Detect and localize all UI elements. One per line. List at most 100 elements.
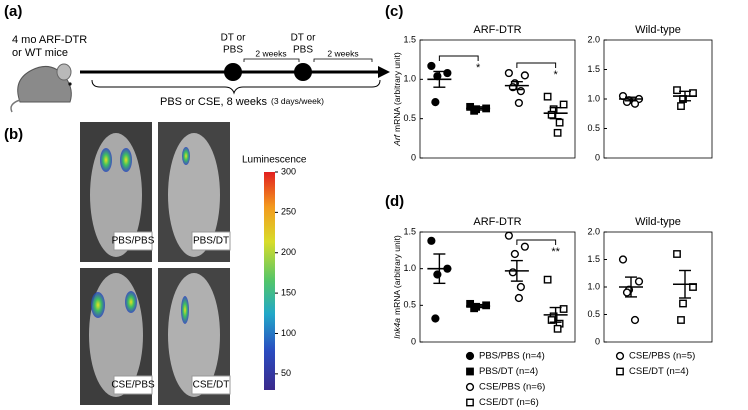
data-point xyxy=(470,106,479,115)
chart-title: Wild-type xyxy=(635,24,681,36)
exposure-text: PBS or CSE, 8 weeks xyxy=(160,96,267,108)
data-point xyxy=(508,268,517,277)
data-point xyxy=(520,71,529,80)
significance-bracket xyxy=(516,62,557,69)
data-point xyxy=(547,316,556,324)
colorbar-tick-label: 200 xyxy=(281,247,296,257)
y-tick-label: 0.5 xyxy=(587,123,600,133)
chart-title: Wild-type xyxy=(635,216,681,228)
data-point xyxy=(510,249,519,259)
data-point xyxy=(673,250,681,258)
colorbar-tick-label: 300 xyxy=(281,166,296,176)
data-point xyxy=(431,314,440,323)
panel-label: (b) xyxy=(4,126,23,143)
y-tick-label: 2.0 xyxy=(587,226,600,236)
y-tick-label: 0.5 xyxy=(403,300,416,310)
legend-label: CSE/DT (n=6) xyxy=(479,397,539,408)
injection-label: DT or xyxy=(291,33,316,44)
y-tick-label: 2.0 xyxy=(587,34,600,44)
data-point xyxy=(677,102,685,110)
injection-dot xyxy=(224,63,242,81)
data-point xyxy=(634,277,644,286)
injection-label: PBS xyxy=(223,45,243,56)
injection-label: DT or xyxy=(221,33,246,44)
significance-bracket xyxy=(438,55,479,61)
schedule-text: (3 days/week) xyxy=(271,96,324,106)
cohort-label: 4 mo ARF-DTR xyxy=(12,34,87,46)
data-point xyxy=(618,255,628,264)
legend-label: CSE/PBS (n=5) xyxy=(629,351,695,362)
legend-marker xyxy=(465,382,475,392)
legend-label: PBS/PBS (n=4) xyxy=(479,351,545,362)
legend-label: PBS/DT (n=4) xyxy=(479,366,538,377)
data-point xyxy=(677,316,685,324)
image-label-box xyxy=(113,231,153,251)
interval-bracket xyxy=(313,58,373,62)
data-point xyxy=(427,236,436,245)
y-tick-label: 1.0 xyxy=(403,263,416,273)
chart-title: ARF-DTR xyxy=(473,216,521,228)
y-tick-label: 1.5 xyxy=(403,226,416,236)
image-label-box xyxy=(113,375,153,395)
image-label-box xyxy=(191,231,231,251)
image-label: CSE/PBS xyxy=(111,380,155,391)
y-tick-label: 1.0 xyxy=(587,281,600,291)
y-axis-label: Ink4a mRNA (arbitrary unit) xyxy=(392,235,402,339)
data-point xyxy=(679,299,687,308)
colorbar-tick-label: 100 xyxy=(281,328,296,338)
interval-bracket xyxy=(243,58,300,62)
data-point xyxy=(622,288,632,297)
image-label: PBS/PBS xyxy=(112,236,155,247)
significance-label: ** xyxy=(551,246,560,258)
data-point xyxy=(443,68,452,78)
data-point xyxy=(431,98,440,107)
y-tick-label: 1.0 xyxy=(403,74,416,84)
y-tick-label: 1.5 xyxy=(587,64,600,74)
colorbar-tick-label: 250 xyxy=(281,207,296,217)
injection-dot xyxy=(294,63,312,81)
y-tick-label: 0 xyxy=(595,152,600,162)
data-point xyxy=(543,275,552,284)
image-label: CSE/DT xyxy=(193,380,230,391)
colorbar xyxy=(264,172,275,390)
interval-label: 2 weeks xyxy=(255,48,286,58)
y-axis-label: ArfmRNA (arbitrary unit) xyxy=(392,52,402,147)
legend-marker xyxy=(465,351,475,361)
data-point xyxy=(553,128,562,137)
y-tick-label: 0 xyxy=(595,336,600,346)
colorbar-tick-label: 150 xyxy=(281,287,296,297)
legend-marker xyxy=(616,367,624,376)
significance-label: * xyxy=(476,62,481,74)
data-point xyxy=(555,118,564,127)
data-point xyxy=(514,98,523,108)
y-axis-unit: mRNA (arbitrary unit) xyxy=(392,235,402,315)
legend-marker xyxy=(466,398,474,407)
y-tick-label: 1.5 xyxy=(587,254,600,264)
y-tick-label: 1.5 xyxy=(403,34,416,44)
image-label: PBS/DT xyxy=(193,236,229,247)
data-point xyxy=(504,68,513,78)
colorbar-title: Luminescence xyxy=(242,155,307,166)
plot-frame xyxy=(419,39,576,159)
y-tick-label: 1.0 xyxy=(587,93,600,103)
exposure-label: PBS or CSE, 8 weeks (3 days/week) xyxy=(160,96,324,108)
interval-label: 2 weeks xyxy=(327,48,358,58)
significance-label: * xyxy=(553,69,558,81)
data-point xyxy=(553,324,562,333)
image-label-box xyxy=(191,375,231,395)
y-axis-gene: Ink4a xyxy=(392,318,402,339)
panel-label: (d) xyxy=(385,193,404,210)
data-point xyxy=(559,100,568,109)
y-tick-label: 0.5 xyxy=(403,113,416,123)
panel-label: (c) xyxy=(385,3,403,20)
arrow-head xyxy=(378,66,390,78)
colorbar-tick-label: 50 xyxy=(281,368,291,378)
legend-marker xyxy=(466,367,474,376)
cohort-label: or WT mice xyxy=(12,47,68,59)
data-point xyxy=(630,315,640,325)
legend-label: CSE/DT (n=4) xyxy=(629,366,689,377)
exposure-brace xyxy=(91,79,381,95)
y-axis-unit: mRNA (arbitrary unit) xyxy=(392,52,402,132)
significance-bracket xyxy=(516,239,557,245)
